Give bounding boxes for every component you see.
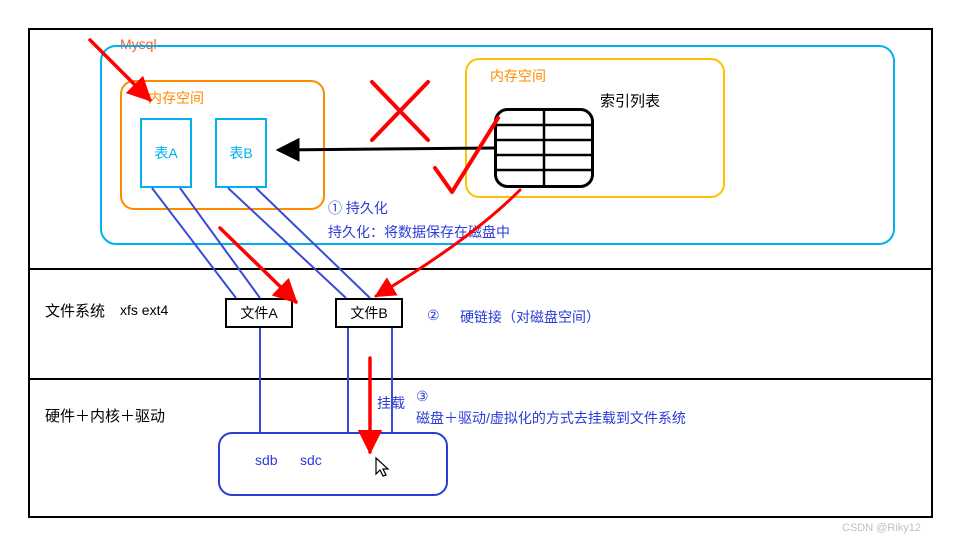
divider-2: [28, 378, 933, 380]
hardlink-marker: ②: [427, 307, 440, 324]
watermark: CSDN @Riky12: [842, 522, 921, 534]
file-b: 文件B: [335, 298, 403, 328]
memory-label-left: 内存空间: [148, 88, 204, 108]
table-a: 表A: [140, 118, 192, 188]
hardware-label: 硬件＋内核＋驱动: [45, 405, 165, 426]
mount-marker: ③: [416, 388, 429, 405]
filesystem-label: 文件系统: [45, 300, 105, 321]
persist-marker: ① 持久化: [328, 198, 388, 218]
index-list-label: 索引列表: [600, 90, 660, 111]
divider-1: [28, 268, 933, 270]
disk-sdc: sdc: [300, 452, 322, 468]
disk-box: [218, 432, 448, 496]
file-b-label: 文件B: [350, 303, 387, 323]
diagram-canvas: Mysql 内存空间 表A 表B 内存空间 索引列表 ① 持久化 持久化：将数据…: [0, 0, 961, 546]
disk-sdb: sdb: [255, 452, 278, 468]
table-b: 表B: [215, 118, 267, 188]
index-grid: [494, 108, 594, 188]
file-a-label: 文件A: [240, 303, 277, 323]
mount-label: 挂载: [377, 393, 405, 413]
table-b-label: 表B: [229, 143, 252, 163]
memory-label-right: 内存空间: [490, 66, 546, 86]
persist-desc: 持久化：将数据保存在磁盘中: [328, 222, 510, 242]
hardlink-text: 硬链接（对磁盘空间）: [460, 307, 600, 327]
mount-text: 磁盘＋驱动/虚拟化的方式去挂载到文件系统: [416, 408, 686, 428]
table-a-label: 表A: [154, 143, 177, 163]
filesystem-types: xfs ext4: [120, 302, 168, 318]
file-a: 文件A: [225, 298, 293, 328]
